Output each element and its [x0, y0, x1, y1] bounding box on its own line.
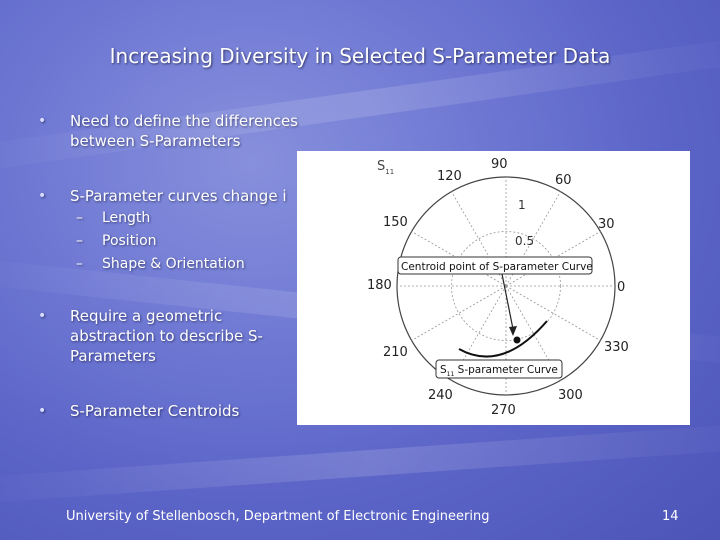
sub-bullet-position: – Position	[76, 232, 157, 250]
param-label: S11	[377, 159, 394, 176]
bullet-dot-icon: •	[38, 113, 47, 129]
page-number: 14	[662, 509, 679, 524]
bullet-text: Require a geometric abstraction to descr…	[70, 307, 263, 365]
angle-label-180: 180	[367, 278, 392, 293]
sub-bullet-shape: – Shape & Orientation	[76, 255, 245, 273]
angle-label-90: 90	[491, 157, 508, 172]
polar-plot-figure: 90 60 30 0 330 300 270 240 210 180 150 1…	[297, 151, 690, 425]
bullet-dot-icon: •	[38, 188, 47, 204]
bullet-dot-icon: •	[38, 403, 47, 419]
slide-title: Increasing Diversity in Selected S-Param…	[109, 44, 611, 68]
angle-label-0: 0	[617, 280, 625, 295]
centroid-label: Centroid point of S-parameter Curve	[401, 261, 593, 273]
arrow-head-icon	[509, 326, 517, 336]
angle-label-270: 270	[491, 403, 516, 418]
angle-label-240: 240	[428, 388, 453, 403]
angle-label-120: 120	[437, 169, 462, 184]
angle-label-60: 60	[555, 173, 572, 188]
sub-bullet-text: Shape & Orientation	[102, 256, 245, 272]
bullet-dot-icon: •	[38, 308, 47, 324]
dash-marker: –	[76, 210, 83, 226]
bullet-text: Need to define the differences between S…	[70, 112, 298, 150]
polar-plot: 90 60 30 0 330 300 270 240 210 180 150 1…	[367, 157, 629, 418]
footer-text: University of Stellenbosch, Department o…	[66, 509, 490, 524]
radial-grid	[397, 177, 615, 395]
angle-label-30: 30	[598, 217, 615, 232]
bullet-text: S-Parameter Centroids	[70, 402, 240, 420]
centroid-arrow	[501, 273, 514, 330]
angle-label-330: 330	[604, 340, 629, 355]
radius-label-0-5: 0.5	[515, 234, 534, 248]
curve-label: S11 S-parameter Curve	[440, 364, 558, 378]
dash-marker: –	[76, 233, 83, 249]
centroid-point	[513, 336, 521, 344]
s-parameter-curve	[458, 320, 548, 358]
dash-marker: –	[76, 256, 83, 272]
bullet-text: S-Parameter curves change i	[70, 187, 287, 205]
sub-bullet-text: Position	[102, 233, 157, 249]
angle-label-210: 210	[383, 345, 408, 360]
angle-label-300: 300	[558, 388, 583, 403]
angle-label-150: 150	[383, 215, 408, 230]
curve-label-box	[435, 359, 563, 379]
sub-bullet-length: – Length	[76, 209, 150, 227]
centroid-label-box	[397, 256, 593, 275]
radius-label-1: 1	[518, 198, 526, 212]
sub-bullet-text: Length	[102, 210, 151, 226]
